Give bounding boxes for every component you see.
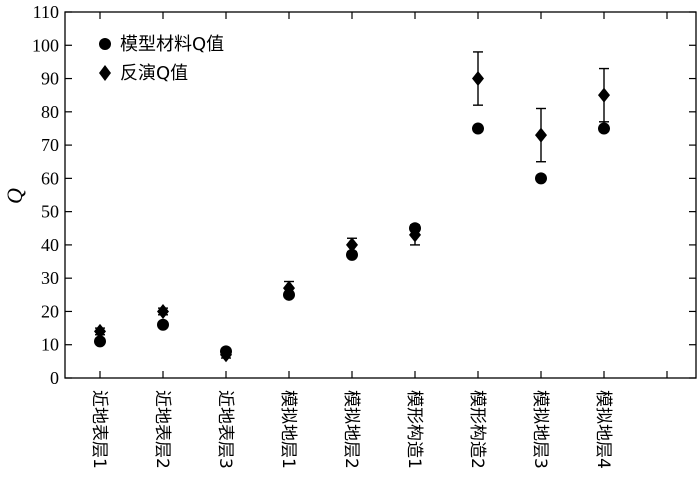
legend-label-inverted-q: 反演Q值 — [120, 63, 188, 84]
data-point-diamond — [598, 87, 610, 103]
data-point-diamond — [535, 127, 547, 143]
y-tick-label: 10 — [41, 335, 59, 355]
x-category-label: 模拟地层3 — [530, 390, 550, 469]
legend-circle-marker — [99, 38, 111, 50]
data-point-circle — [472, 122, 484, 135]
legend: 模型材料Q值 反演Q值 — [99, 34, 224, 84]
legend-diamond-marker — [99, 65, 111, 81]
plot-frame — [64, 11, 697, 379]
data-point-diamond — [220, 347, 232, 363]
y-tick-label: 60 — [41, 168, 59, 188]
x-category-label: 近地表层1 — [89, 390, 109, 469]
data-point-circle — [94, 335, 106, 348]
data-point-diamond — [346, 237, 358, 253]
y-tick-label: 110 — [33, 2, 59, 22]
x-category-label: 近地表层2 — [152, 390, 172, 469]
x-category-label: 模形构造2 — [467, 390, 487, 469]
data-point-diamond — [94, 323, 106, 339]
x-category-label: 模拟地层1 — [278, 390, 298, 469]
legend-label-material-q: 模型材料Q值 — [120, 34, 224, 55]
data-point-circle — [157, 318, 169, 331]
data-point-diamond — [157, 303, 169, 319]
x-category-label: 模拟地层2 — [341, 390, 361, 469]
data-point-diamond — [283, 280, 295, 296]
y-axis-label: Q — [2, 188, 27, 204]
y-tick-label: 70 — [41, 135, 59, 155]
data-point-circle — [535, 172, 547, 185]
x-category-label: 模形构造1 — [404, 390, 424, 469]
y-tick-label: 20 — [41, 301, 59, 321]
y-axis: 0 10 20 30 40 50 60 70 80 90 100 110 — [32, 2, 696, 388]
x-category-label: 近地表层3 — [215, 390, 235, 469]
y-tick-label: 0 — [50, 368, 59, 388]
error-bars — [95, 51, 609, 359]
series-inverted-q — [94, 71, 610, 363]
data-point-diamond — [409, 227, 421, 243]
data-point-diamond — [472, 71, 484, 87]
y-tick-label: 30 — [41, 268, 59, 288]
y-tick-label: 50 — [41, 202, 59, 222]
y-tick-label: 80 — [41, 102, 59, 122]
y-tick-label: 40 — [41, 235, 59, 255]
y-tick-label: 100 — [32, 35, 59, 55]
data-point-circle — [598, 122, 610, 135]
x-category-label: 模拟地层4 — [593, 390, 613, 469]
x-axis: 近地表层1 近地表层2 近地表层3 模拟地层1 模拟地层2 模形构造1 模形构造2 模拟地层3… — [89, 12, 668, 469]
data-point-circle — [346, 248, 358, 261]
y-tick-label: 90 — [41, 69, 59, 89]
